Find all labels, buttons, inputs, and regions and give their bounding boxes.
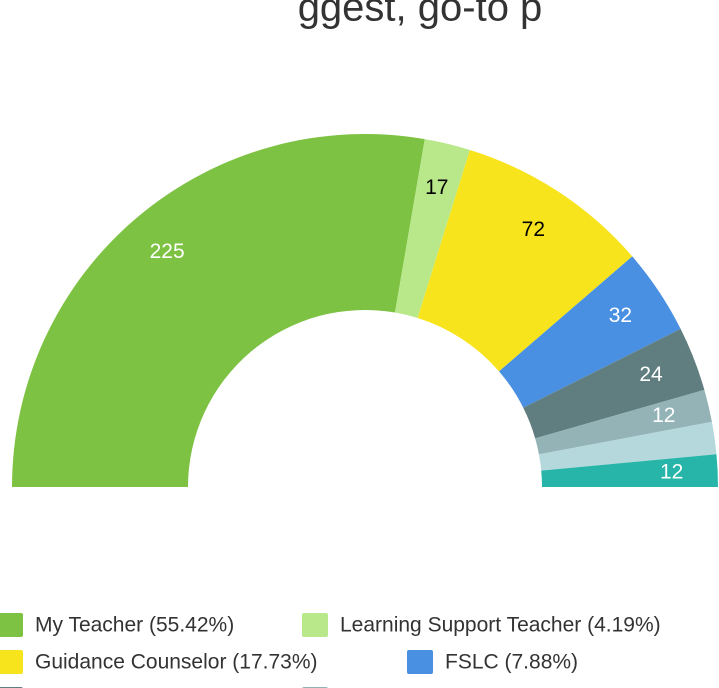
chart-title: ggest, go-to p — [298, 0, 543, 30]
slice — [417, 149, 633, 372]
legend-marker — [0, 613, 23, 637]
legend-label: FSLC (7.88%) — [445, 651, 578, 674]
legend-marker — [302, 613, 328, 637]
legend-marker — [407, 650, 433, 674]
data-label: 32 — [609, 304, 632, 327]
slice — [12, 134, 425, 487]
slice — [538, 421, 717, 471]
legend-label: My Teacher (55.42%) — [35, 614, 234, 637]
legend-marker — [0, 650, 23, 674]
slice — [535, 389, 712, 455]
data-label: 225 — [150, 240, 185, 263]
data-label: 12 — [652, 404, 675, 427]
slice — [499, 256, 681, 408]
legend-label: Learning Support Teacher (4.19%) — [340, 614, 661, 637]
slice — [523, 328, 705, 439]
data-label: 72 — [522, 218, 545, 241]
data-label: 17 — [425, 176, 448, 199]
data-label: 24 — [639, 363, 663, 386]
slice — [394, 139, 470, 318]
legend-label: Guidance Counselor (17.73%) — [35, 651, 318, 674]
data-label: 12 — [660, 460, 683, 483]
slice — [541, 454, 718, 487]
